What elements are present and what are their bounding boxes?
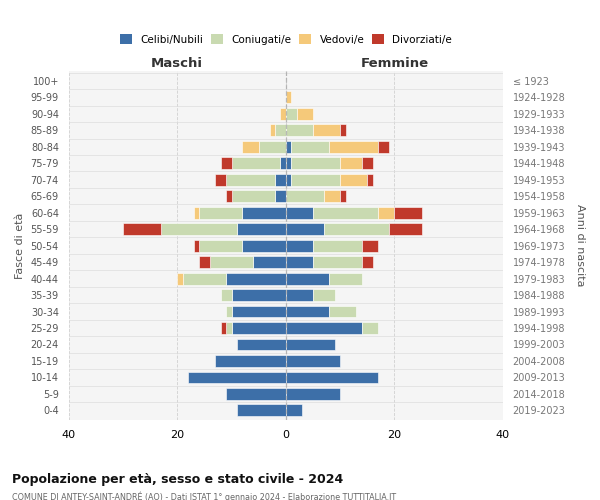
Bar: [329, 306, 356, 318]
Bar: [286, 355, 340, 367]
Y-axis label: Anni di nascita: Anni di nascita: [575, 204, 585, 287]
Text: Femmine: Femmine: [361, 57, 428, 70]
Bar: [221, 289, 232, 301]
Text: Popolazione per età, sesso e stato civile - 2024: Popolazione per età, sesso e stato civil…: [12, 472, 343, 486]
Bar: [378, 207, 394, 218]
Bar: [394, 207, 422, 218]
Bar: [182, 272, 226, 284]
Text: Maschi: Maschi: [151, 57, 203, 70]
Bar: [242, 141, 259, 152]
Legend: Celibi/Nubili, Coniugati/e, Vedovi/e, Divorziati/e: Celibi/Nubili, Coniugati/e, Vedovi/e, Di…: [119, 34, 452, 44]
Bar: [286, 338, 335, 350]
Bar: [329, 141, 378, 152]
Bar: [188, 372, 286, 384]
Bar: [286, 306, 329, 318]
Bar: [226, 388, 286, 400]
Bar: [340, 124, 346, 136]
Bar: [286, 372, 378, 384]
Bar: [286, 272, 329, 284]
Bar: [367, 174, 373, 186]
Bar: [313, 124, 340, 136]
Bar: [313, 289, 335, 301]
Bar: [177, 272, 182, 284]
Bar: [275, 124, 286, 136]
Bar: [286, 124, 313, 136]
Bar: [237, 338, 286, 350]
Bar: [286, 207, 313, 218]
Bar: [237, 223, 286, 235]
Bar: [324, 223, 389, 235]
Bar: [237, 404, 286, 416]
Bar: [199, 207, 242, 218]
Bar: [286, 92, 291, 104]
Bar: [232, 322, 286, 334]
Bar: [232, 289, 286, 301]
Bar: [362, 158, 373, 169]
Bar: [123, 223, 161, 235]
Bar: [286, 108, 296, 120]
Bar: [378, 141, 389, 152]
Bar: [226, 322, 232, 334]
Bar: [226, 272, 286, 284]
Bar: [291, 174, 340, 186]
Bar: [221, 322, 226, 334]
Bar: [362, 240, 378, 252]
Bar: [286, 174, 291, 186]
Y-axis label: Fasce di età: Fasce di età: [15, 212, 25, 279]
Bar: [199, 256, 210, 268]
Bar: [194, 207, 199, 218]
Bar: [259, 141, 286, 152]
Bar: [232, 158, 280, 169]
Text: COMUNE DI ANTEY-SAINT-ANDRÉ (AO) - Dati ISTAT 1° gennaio 2024 - Elaborazione TUT: COMUNE DI ANTEY-SAINT-ANDRÉ (AO) - Dati …: [12, 491, 396, 500]
Bar: [340, 158, 362, 169]
Bar: [275, 174, 286, 186]
Bar: [389, 223, 422, 235]
Bar: [232, 306, 286, 318]
Bar: [291, 158, 340, 169]
Bar: [269, 124, 275, 136]
Bar: [340, 174, 367, 186]
Bar: [340, 190, 346, 202]
Bar: [226, 306, 232, 318]
Bar: [286, 158, 291, 169]
Bar: [286, 289, 313, 301]
Bar: [226, 190, 232, 202]
Bar: [286, 190, 324, 202]
Bar: [313, 256, 362, 268]
Bar: [275, 190, 286, 202]
Bar: [329, 272, 362, 284]
Bar: [313, 240, 362, 252]
Bar: [242, 240, 286, 252]
Bar: [286, 141, 291, 152]
Bar: [286, 388, 340, 400]
Bar: [286, 223, 324, 235]
Bar: [161, 223, 237, 235]
Bar: [280, 158, 286, 169]
Bar: [210, 256, 253, 268]
Bar: [286, 240, 313, 252]
Bar: [221, 158, 232, 169]
Bar: [226, 174, 275, 186]
Bar: [232, 190, 275, 202]
Bar: [286, 404, 302, 416]
Bar: [253, 256, 286, 268]
Bar: [362, 322, 378, 334]
Bar: [215, 174, 226, 186]
Bar: [280, 108, 286, 120]
Bar: [324, 190, 340, 202]
Bar: [286, 256, 313, 268]
Bar: [194, 240, 199, 252]
Bar: [286, 322, 362, 334]
Bar: [291, 141, 329, 152]
Bar: [215, 355, 286, 367]
Bar: [199, 240, 242, 252]
Bar: [296, 108, 313, 120]
Bar: [313, 207, 378, 218]
Bar: [362, 256, 373, 268]
Bar: [242, 207, 286, 218]
